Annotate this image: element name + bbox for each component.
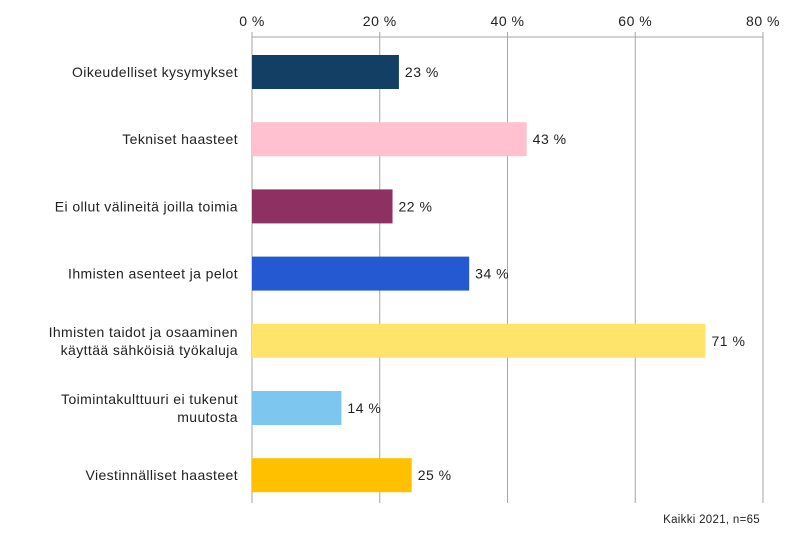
- x-tick-label: 80 %: [746, 13, 780, 29]
- category-label: Toimintakulttuuri ei tukenut: [61, 391, 238, 407]
- category-label: Oikeudelliset kysymykset: [72, 64, 238, 80]
- bar: [252, 122, 527, 157]
- x-tick-label: 0 %: [239, 13, 265, 29]
- category-labels: Oikeudelliset kysymykset Tekniset haastee…: [49, 64, 238, 483]
- bar: [252, 189, 393, 224]
- data-label: 43 %: [533, 131, 567, 147]
- x-tick-label: 20 %: [363, 13, 397, 29]
- category-label: Tekniset haasteet: [122, 131, 238, 147]
- category-label: käyttää sähköisiä työkaluja: [61, 342, 238, 358]
- bars: [252, 55, 706, 493]
- bar: [252, 391, 342, 425]
- data-label: 25 %: [418, 467, 452, 483]
- data-label: 23 %: [405, 64, 439, 80]
- value-labels: 23 % 43 % 22 % 34 % 71 % 14 % 25 %: [347, 64, 745, 483]
- data-label: 22 %: [399, 198, 433, 214]
- bar: [252, 458, 412, 493]
- data-label: 71 %: [712, 333, 746, 349]
- x-tick-label: 40 %: [491, 13, 525, 29]
- category-label: Ei ollut välineitä joilla toimia: [55, 198, 238, 214]
- source-note: Kaikki 2021, n=65: [663, 514, 760, 526]
- grid-lines: [251, 32, 764, 503]
- x-tick-label: 60 %: [618, 13, 652, 29]
- category-label: Ihmisten taidot ja osaaminen: [49, 324, 238, 340]
- x-axis-ticks: 0 % 20 % 40 % 60 % 80 %: [239, 13, 780, 29]
- category-label: Ihmisten asenteet ja pelot: [68, 266, 238, 282]
- data-label: 34 %: [475, 266, 509, 282]
- bar: [252, 256, 470, 291]
- bar: [252, 323, 706, 358]
- bar: [252, 55, 399, 89]
- data-label: 14 %: [347, 400, 381, 416]
- category-label: Viestinnälliset haasteet: [85, 467, 238, 483]
- category-label: muutosta: [177, 409, 238, 425]
